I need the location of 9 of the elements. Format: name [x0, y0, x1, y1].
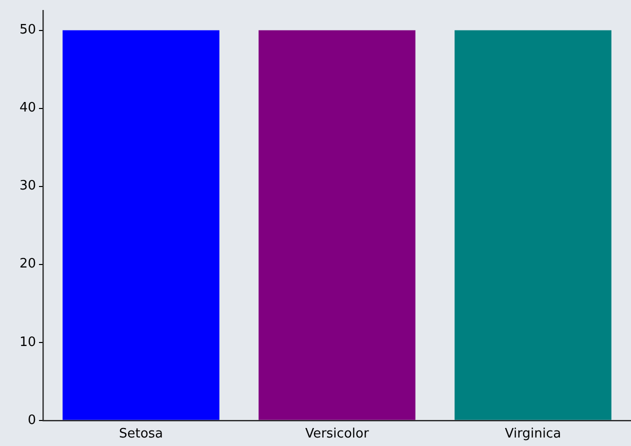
y-tick-label: 30 [19, 178, 36, 194]
x-tick-label: Virginica [504, 426, 562, 442]
y-tick-label: 0 [28, 412, 36, 428]
y-tick-label: 50 [19, 22, 36, 38]
y-tick-label: 10 [19, 334, 36, 350]
x-tick-label: Setosa [118, 426, 164, 442]
x-tick-label: Versicolor [305, 426, 370, 442]
y-tick-label: 40 [19, 100, 36, 116]
y-tick-label: 20 [19, 256, 36, 272]
